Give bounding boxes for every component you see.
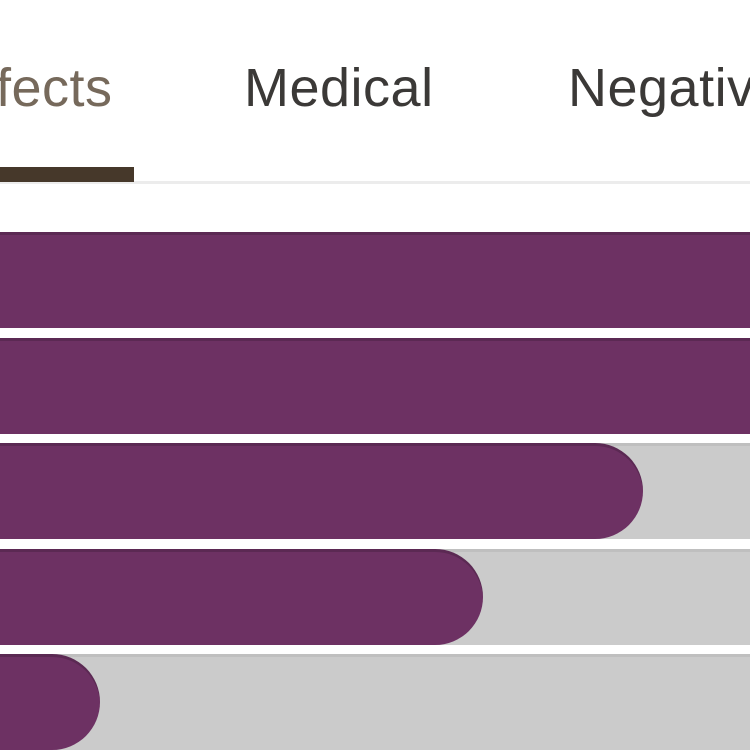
bar-row (0, 338, 750, 434)
tab-bar: fects Medical Negativ (0, 0, 750, 184)
tab-negatives[interactable]: Negativ (568, 58, 750, 118)
bar-track (0, 654, 750, 750)
bar-row (0, 232, 750, 328)
bar-row (0, 654, 750, 750)
tab-effects[interactable]: fects (0, 58, 113, 118)
active-tab-underline (0, 167, 134, 182)
bar-row (0, 549, 750, 645)
bar-fill (0, 232, 750, 328)
tab-bar-divider (0, 181, 750, 184)
bar-fill (0, 443, 643, 539)
effects-bar-chart (0, 184, 750, 750)
tab-medical[interactable]: Medical (244, 58, 434, 118)
bar-fill (0, 549, 483, 645)
bar-fill (0, 654, 100, 750)
bar-fill (0, 338, 750, 434)
bar-row (0, 443, 750, 539)
